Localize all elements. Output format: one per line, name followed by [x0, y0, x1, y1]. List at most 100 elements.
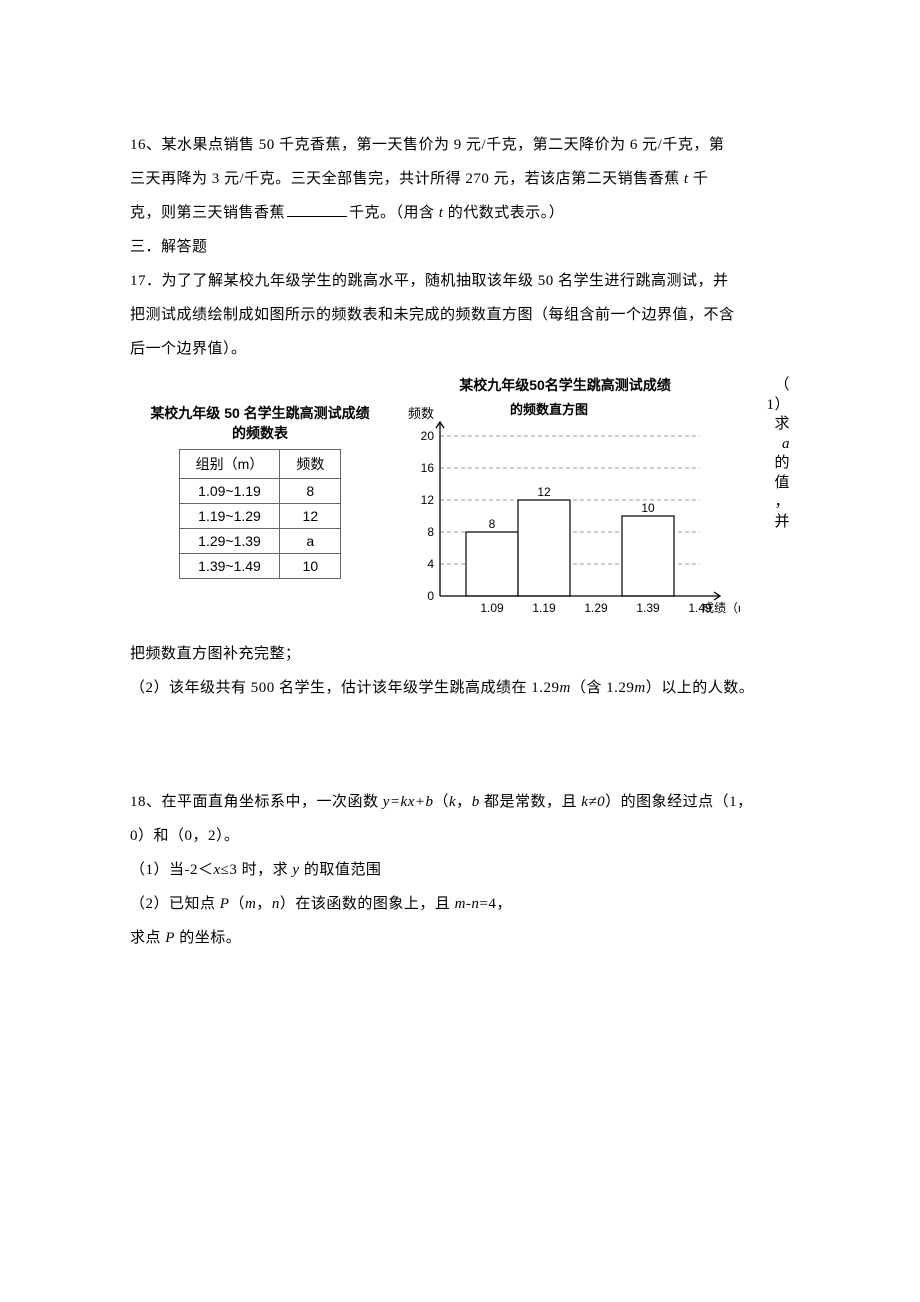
q17-part2: （2）该年级共有 500 名学生，估计该年级学生跳高成绩在 1.29m（含 1.… [130, 673, 790, 703]
histogram-block: 某校九年级50名学生跳高测试成绩 频数的频数直方图048121620812101… [390, 376, 740, 631]
rc5: 的 [750, 454, 790, 474]
rc4: a [750, 435, 790, 455]
cell: 12 [280, 504, 341, 529]
var-m2: m [634, 680, 645, 696]
q16-l2-text: 三天再降为 3 元/千克。三天全部售完，共计所得 270 元，若该店第二天销售香… [130, 171, 684, 187]
cell: 1.29~1.39 [179, 529, 280, 554]
svg-text:频数: 频数 [408, 406, 434, 421]
table-title-l1: 某校九年级 50 名学生跳高测试成绩 [150, 405, 369, 421]
q18-p3a: 求点 [130, 930, 165, 946]
eq-mn: m-n [455, 896, 480, 912]
q17-p2mid: （含 1.29 [571, 680, 635, 696]
q16-l2-end: 千 [689, 171, 709, 187]
rc6: 值 [750, 474, 790, 494]
q18-p2: （2）已知点 P（m，n）在该函数的图象上，且 m-n=4， [130, 889, 790, 919]
svg-text:1.39: 1.39 [636, 601, 660, 615]
cell: 8 [280, 479, 341, 504]
cell: a [280, 529, 341, 554]
q17-cont: 把频数直方图补充完整； [130, 639, 790, 669]
table-chart-row: 某校九年级 50 名学生跳高测试成绩 的频数表 组别（m） 频数 1.09~1.… [130, 376, 790, 631]
q18-p2c: ， [256, 896, 272, 912]
q16-line2: 三天再降为 3 元/千克。三天全部售完，共计所得 270 元，若该店第二天销售香… [130, 164, 790, 194]
var-y: y [292, 862, 299, 878]
svg-text:16: 16 [421, 461, 435, 475]
cell: 1.19~1.29 [179, 504, 280, 529]
q18-l1e: ）的图象经过点（1， [605, 794, 753, 810]
frequency-table-block: 某校九年级 50 名学生跳高测试成绩 的频数表 组别（m） 频数 1.09~1.… [130, 376, 390, 579]
var-P2: P [165, 930, 175, 946]
svg-text:20: 20 [421, 429, 435, 443]
var-m1: m [560, 680, 571, 696]
cell: 1.09~1.19 [179, 479, 280, 504]
table-h2: 频数 [280, 450, 341, 479]
rc3: 求 [750, 415, 790, 435]
table-title-l2: 的频数表 [232, 425, 288, 441]
q18-line1: 18、在平面直角坐标系中，一次函数 y=kx+b（k，b 都是常数，且 k≠0）… [130, 787, 790, 817]
table-header-row: 组别（m） 频数 [179, 450, 341, 479]
frequency-table: 组别（m） 频数 1.09~1.198 1.19~1.2912 1.29~1.3… [179, 449, 342, 579]
var-a: a [782, 436, 790, 452]
var-x: x [214, 862, 221, 878]
table-title: 某校九年级 50 名学生跳高测试成绩 的频数表 [130, 404, 390, 443]
q18-p1c: 的取值范围 [300, 862, 382, 878]
svg-text:12: 12 [537, 485, 551, 499]
q16-l3a: 克，则第三天销售香蕉 [130, 205, 285, 221]
table-row: 1.09~1.198 [179, 479, 341, 504]
svg-text:4: 4 [427, 557, 434, 571]
right-char-column: （ 1） 求 a 的 值 ， 并 [740, 376, 790, 532]
var-n: n [272, 896, 280, 912]
svg-text:1.29: 1.29 [584, 601, 608, 615]
spacer [130, 707, 790, 787]
chart-title-l1: 某校九年级50名学生跳高测试成绩 [459, 377, 671, 393]
q18-p1a: （1）当-2＜ [130, 862, 214, 878]
eq-ykxb: y=kx+b [383, 794, 434, 810]
svg-text:12: 12 [421, 493, 435, 507]
svg-text:10: 10 [641, 501, 655, 515]
rc7: ， [750, 493, 790, 513]
svg-text:8: 8 [489, 517, 496, 531]
svg-text:的频数直方图: 的频数直方图 [510, 402, 588, 417]
var-P: P [220, 896, 230, 912]
q16-l3c: 的代数式表示。） [443, 205, 564, 221]
rc2: 1） [750, 396, 790, 416]
q18-p2a: （2）已知点 [130, 896, 220, 912]
table-h1: 组别（m） [179, 450, 280, 479]
q18-l1b: （ [433, 794, 449, 810]
svg-text:成绩（m）: 成绩（m） [702, 601, 740, 615]
q18-p2d: ）在该函数的图象上，且 [280, 896, 455, 912]
svg-text:8: 8 [427, 525, 434, 539]
neq: k≠0 [581, 794, 605, 810]
q18-line2: 0）和（0，2）。 [130, 821, 790, 851]
q17-line3: 后一个边界值）。 [130, 334, 790, 364]
q16-line3: 克，则第三天销售香蕉千克。（用含 t 的代数式表示。） [130, 198, 790, 228]
q18-p1b: ≤3 时，求 [221, 862, 293, 878]
cell: 1.39~1.49 [179, 554, 280, 579]
rc8: 并 [750, 513, 790, 533]
q18-l1c: ， [456, 794, 472, 810]
q18-p3b: 的坐标。 [175, 930, 241, 946]
q17-line1: 17．为了了解某校九年级学生的跳高水平，随机抽取该年级 50 名学生进行跳高测试… [130, 266, 790, 296]
q17-p2end: ）以上的人数。 [646, 680, 755, 696]
histogram-svg: 频数的频数直方图048121620812101.091.191.291.391.… [390, 396, 740, 626]
q18-p1: （1）当-2＜x≤3 时，求 y 的取值范围 [130, 855, 790, 885]
table-row: 1.19~1.2912 [179, 504, 341, 529]
blank-fill[interactable] [287, 202, 347, 217]
rc1: （ [750, 376, 790, 396]
chart-title: 某校九年级50名学生跳高测试成绩 [390, 376, 740, 396]
svg-text:1.09: 1.09 [480, 601, 504, 615]
var-m: m [245, 896, 256, 912]
q16-l3b: 千克。（用含 [349, 205, 439, 221]
section-3-title: 三．解答题 [130, 232, 790, 262]
cell: 10 [280, 554, 341, 579]
q18-p2b: （ [229, 896, 245, 912]
var-b: b [472, 794, 480, 810]
q17-p2a: （2）该年级共有 500 名学生，估计该年级学生跳高成绩在 1.29 [130, 680, 560, 696]
table-row: 1.39~1.4910 [179, 554, 341, 579]
q18-l1a: 18、在平面直角坐标系中，一次函数 [130, 794, 383, 810]
q17-line2: 把测试成绩绘制成如图所示的频数表和未完成的频数直方图（每组含前一个边界值，不含 [130, 300, 790, 330]
q18-l1d: 都是常数，且 [480, 794, 582, 810]
table-row: 1.29~1.39a [179, 529, 341, 554]
q18-p2e: =4， [479, 896, 511, 912]
q16-line1: 16、某水果点销售 50 千克香蕉，第一天售价为 9 元/千克，第二天降价为 6… [130, 130, 790, 160]
svg-text:1.19: 1.19 [532, 601, 556, 615]
